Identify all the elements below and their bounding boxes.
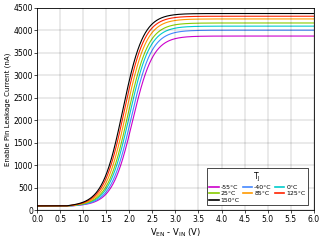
X-axis label: $\mathregular{V_{EN}}$ - $\mathregular{V_{IN}}$ (V): $\mathregular{V_{EN}}$ - $\mathregular{V… <box>150 226 201 239</box>
-40°C <box>141 70 145 73</box>
-40°C <box>277 29 281 32</box>
Line: 125°C: 125°C <box>37 16 314 206</box>
Line: 25°C: 25°C <box>37 23 314 206</box>
150°C <box>307 12 310 15</box>
85°C <box>277 17 281 20</box>
25°C <box>307 22 310 25</box>
-40°C <box>312 29 316 32</box>
-40°C <box>83 203 87 206</box>
125°C <box>35 204 39 207</box>
150°C <box>312 12 316 15</box>
-40°C <box>153 44 157 47</box>
-55°C <box>307 35 310 37</box>
25°C <box>312 22 316 25</box>
150°C <box>153 20 157 23</box>
Y-axis label: Enable Pin Leakage Current (nA): Enable Pin Leakage Current (nA) <box>4 52 11 166</box>
150°C <box>277 12 281 15</box>
125°C <box>83 200 87 203</box>
Line: -55°C: -55°C <box>37 36 314 206</box>
125°C <box>153 24 157 26</box>
25°C <box>83 202 87 205</box>
-55°C <box>141 79 145 82</box>
-55°C <box>35 204 39 207</box>
85°C <box>83 201 87 204</box>
0°C <box>153 38 157 41</box>
25°C <box>35 204 39 207</box>
150°C <box>35 204 39 207</box>
Line: 150°C: 150°C <box>37 14 314 206</box>
125°C <box>277 15 281 18</box>
-40°C <box>307 29 310 32</box>
85°C <box>153 28 157 31</box>
0°C <box>67 204 71 207</box>
Line: 0°C: 0°C <box>37 26 314 206</box>
25°C <box>67 204 71 207</box>
125°C <box>307 15 310 18</box>
0°C <box>307 25 310 28</box>
85°C <box>307 17 310 20</box>
-55°C <box>277 35 281 37</box>
150°C <box>83 200 87 203</box>
0°C <box>312 25 316 28</box>
-55°C <box>153 52 157 54</box>
0°C <box>83 202 87 205</box>
0°C <box>35 204 39 207</box>
0°C <box>141 61 145 64</box>
25°C <box>141 55 145 58</box>
Legend: -55°C, 25°C, 150°C, -40°C, 85°C, , 0°C, 125°C, : -55°C, 25°C, 150°C, -40°C, 85°C, , 0°C, … <box>207 168 308 205</box>
150°C <box>141 35 145 38</box>
85°C <box>312 17 316 20</box>
125°C <box>312 15 316 18</box>
25°C <box>277 22 281 25</box>
150°C <box>67 204 71 207</box>
-55°C <box>67 204 71 207</box>
25°C <box>153 34 157 36</box>
85°C <box>141 47 145 50</box>
Line: -40°C: -40°C <box>37 30 314 206</box>
0°C <box>277 25 281 28</box>
85°C <box>35 204 39 207</box>
85°C <box>67 204 71 207</box>
-40°C <box>67 204 71 207</box>
-40°C <box>35 204 39 207</box>
125°C <box>67 204 71 207</box>
Line: 85°C: 85°C <box>37 19 314 206</box>
-55°C <box>83 203 87 206</box>
125°C <box>141 41 145 43</box>
-55°C <box>312 35 316 37</box>
